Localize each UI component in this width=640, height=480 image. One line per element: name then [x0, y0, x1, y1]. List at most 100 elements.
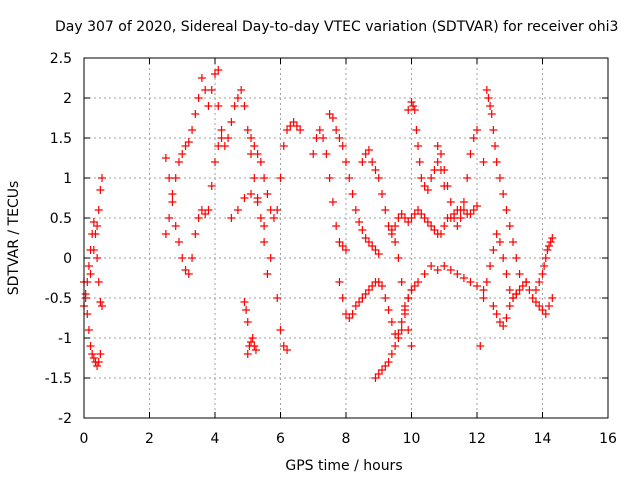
data-point [433, 142, 442, 150]
data-point [378, 282, 387, 290]
data-point [358, 294, 367, 302]
data-point [371, 166, 380, 174]
data-point [427, 262, 436, 270]
data-point [94, 278, 103, 286]
series-sat-q [407, 262, 488, 294]
data-point [276, 326, 285, 334]
data-point [233, 94, 242, 102]
data-point [394, 254, 403, 262]
data-point [230, 102, 239, 110]
data-point [283, 126, 292, 134]
data-point [260, 222, 269, 230]
data-point [495, 318, 504, 326]
data-point [253, 198, 262, 206]
data-point [178, 254, 187, 262]
data-point [387, 350, 396, 358]
x-tick-labels: 0 2 4 6 8 10 12 14 16 [80, 431, 617, 447]
y-tick-labels: -2 -1.5 -1 -0.5 0 0.5 1 1.5 2 2.5 [45, 51, 72, 427]
data-point [283, 346, 292, 354]
series-sat-y [476, 158, 488, 350]
y-tick-label: -0.5 [45, 291, 72, 307]
data-point [459, 274, 468, 282]
data-point [531, 298, 540, 306]
data-point [86, 270, 95, 278]
data-point [479, 158, 488, 166]
data-point [358, 226, 367, 234]
x-axis-label: GPS time / hours [285, 458, 402, 474]
series-sat-r [433, 126, 481, 230]
data-point [546, 238, 555, 246]
data-point [214, 66, 223, 74]
data-point [319, 134, 328, 142]
data-point [338, 242, 347, 250]
data-point [161, 230, 170, 238]
data-point [224, 134, 233, 142]
data-point [469, 206, 478, 214]
data-point [505, 222, 514, 230]
series-sat-l [335, 278, 419, 342]
data-point [89, 218, 98, 226]
data-point [492, 310, 501, 318]
data-point [247, 338, 256, 346]
data-point [364, 238, 373, 246]
data-point [384, 306, 393, 314]
series-sat-v [522, 278, 557, 318]
data-point [214, 102, 223, 110]
data-point [492, 230, 501, 238]
data-point [207, 86, 216, 94]
data-point [512, 290, 521, 298]
data-point [476, 342, 485, 350]
data-point [374, 174, 383, 182]
data-point [509, 238, 518, 246]
chart-title: Day 307 of 2020, Sidereal Day-to-day VTE… [55, 19, 618, 35]
series-sat-k [325, 110, 383, 258]
data-point [263, 270, 272, 278]
data-point [502, 270, 511, 278]
data-point [466, 150, 475, 158]
data-point [487, 110, 496, 118]
data-point [207, 182, 216, 190]
x-tick-label: 4 [211, 431, 220, 447]
data-point [368, 242, 377, 250]
data-point [397, 318, 406, 326]
data-point [332, 222, 341, 230]
x-tick-label: 8 [342, 431, 351, 447]
data-point [171, 222, 180, 230]
data-point [453, 222, 462, 230]
data-point [492, 158, 501, 166]
data-point [83, 310, 92, 318]
data-point [453, 270, 462, 278]
data-point [410, 106, 419, 114]
series-sat-f [214, 86, 272, 278]
x-tick-label: 14 [534, 431, 552, 447]
data-point [243, 350, 252, 358]
data-point [260, 238, 269, 246]
data-point [495, 238, 504, 246]
data-point [342, 246, 350, 254]
data-point [466, 210, 475, 218]
data-point [436, 150, 445, 158]
data-point [482, 86, 491, 94]
data-point [220, 142, 229, 150]
y-tick-label: 0 [63, 251, 72, 267]
data-point [548, 294, 557, 302]
data-point [495, 174, 504, 182]
data-point [325, 110, 334, 118]
data-point [459, 206, 468, 214]
series-sat-w [531, 234, 557, 294]
data-point [378, 190, 387, 198]
data-point [253, 150, 262, 158]
x-tick-label: 0 [80, 431, 89, 447]
data-point [174, 238, 183, 246]
plot-frame [83, 57, 609, 419]
data-point [509, 294, 518, 302]
data-point [325, 174, 334, 182]
data-point [250, 142, 259, 150]
data-point [433, 158, 442, 166]
series-sat-u [489, 290, 521, 330]
data-point [378, 366, 387, 374]
y-tick-label: 2 [63, 91, 72, 107]
data-point [433, 266, 442, 274]
data-point [181, 142, 190, 150]
